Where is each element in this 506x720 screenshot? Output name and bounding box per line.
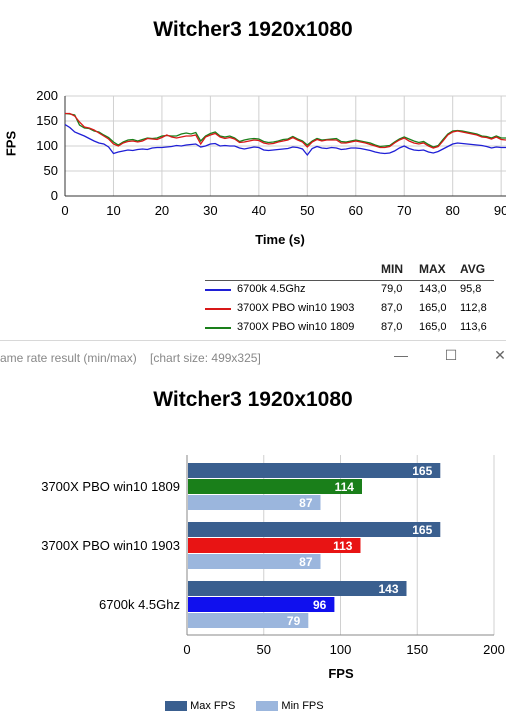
y-tick-label: 50 — [44, 163, 58, 178]
stats-row: 3700X PBO win10 1903 87,0 165,0 112,8 — [205, 300, 506, 319]
x-tick-label: 50 — [300, 203, 314, 218]
window-caption-text: ame rate result (min/max) — [0, 351, 137, 365]
window-titlebar: ame rate result (min/max) [chart size: 4… — [0, 340, 506, 373]
bar-avg-label: 113 — [333, 539, 353, 553]
bar-chart-xlabel: FPS — [328, 666, 354, 681]
series-line-1 — [65, 112, 506, 149]
bar-avg-label: 96 — [313, 598, 327, 612]
legend-line — [205, 308, 231, 310]
x-tick-label: 90 — [494, 203, 506, 218]
bar-avg — [188, 538, 361, 553]
stats-series-name: 3700X PBO win10 1809 — [237, 321, 355, 333]
bar-min — [188, 554, 321, 569]
x-tick-label: 80 — [445, 203, 459, 218]
legend-swatch-min — [256, 701, 279, 712]
bar-chart-title: Witcher3 1920x1080 — [153, 388, 353, 411]
x-tick-label: 50 — [257, 642, 271, 657]
x-tick-label: 30 — [203, 203, 217, 218]
line-chart-title: Witcher3 1920x1080 — [153, 18, 353, 41]
y-tick-label: 0 — [51, 188, 58, 203]
stats-series-name: 6700k 4.5Ghz — [237, 283, 306, 295]
series-line-2 — [64, 112, 506, 148]
x-tick-label: 0 — [183, 642, 190, 657]
stats-series-name: 3700X PBO win10 1903 — [237, 302, 355, 314]
stats-max: 165,0 — [419, 302, 447, 314]
y-tick-label: 100 — [36, 138, 58, 153]
stats-table: MIN MAX AVG 6700k 4.5Ghz 79,0 143,0 95,8 370… — [205, 262, 506, 338]
y-tick-label: 150 — [36, 113, 58, 128]
line-chart-ylabel: FPS — [3, 130, 19, 157]
stats-max: 143,0 — [419, 283, 447, 295]
bar-min — [188, 613, 309, 628]
x-tick-label: 200 — [483, 642, 505, 657]
x-tick-label: 40 — [252, 203, 266, 218]
stats-avg: 113,6 — [460, 321, 487, 333]
bar-min-label: 87 — [299, 555, 313, 569]
x-tick-label: 150 — [406, 642, 428, 657]
bar-min — [188, 495, 321, 510]
maximize-button[interactable]: ☐ — [444, 347, 458, 363]
x-tick-label: 70 — [397, 203, 411, 218]
stats-row: 6700k 4.5Ghz 79,0 143,0 95,8 — [205, 281, 506, 300]
stats-header-min: MIN — [381, 262, 403, 276]
bar-max-label: 165 — [412, 523, 432, 537]
line-chart: 0 50 100 150 200 0 10 20 30 40 50 60 70 80 90 — [36, 88, 506, 218]
bar-max — [188, 522, 441, 537]
bar-chart: 0 50 100 150 200 165 114 87 3700X PBO win10 1809… — [41, 455, 505, 657]
stats-avg: 112,8 — [460, 302, 487, 314]
stats-min: 87,0 — [381, 302, 403, 314]
minimize-button[interactable]: — — [394, 347, 408, 363]
category-label: 3700X PBO win10 1809 — [41, 479, 180, 494]
chart-size-label: [chart size: 499x325] — [150, 351, 261, 365]
close-button[interactable]: ✕ — [494, 347, 506, 363]
legend-line — [205, 327, 231, 329]
bar-max-label: 143 — [378, 582, 398, 596]
bar-min-label: 87 — [299, 496, 313, 510]
stats-min: 87,0 — [381, 321, 403, 333]
x-tick-label: 0 — [61, 203, 68, 218]
x-tick-label: 60 — [349, 203, 363, 218]
stats-max: 165,0 — [419, 321, 447, 333]
bar-chart-legend: Max FPS Min FPS — [165, 700, 385, 712]
stats-avg: 95,8 — [460, 283, 482, 295]
x-tick-label: 100 — [330, 642, 352, 657]
bar-avg-label: 114 — [335, 480, 355, 494]
bar-max — [188, 581, 407, 596]
x-tick-label: 20 — [155, 203, 169, 218]
stats-rows: 6700k 4.5Ghz 79,0 143,0 95,8 3700X PBO win10… — [205, 281, 506, 338]
bar-avg — [188, 479, 362, 494]
window-caption: ame rate result (min/max) [chart size: 4… — [0, 351, 271, 365]
x-tick-label: 10 — [106, 203, 120, 218]
y-tick-label: 200 — [36, 88, 58, 103]
legend-line — [205, 289, 231, 291]
stats-min: 79,0 — [381, 283, 403, 295]
bar-min-label: 79 — [287, 614, 301, 628]
category-label: 6700k 4.5Ghz — [99, 597, 180, 612]
legend-swatch-max — [165, 701, 187, 712]
category-label: 3700X PBO win10 1903 — [41, 538, 180, 553]
bar-avg — [188, 597, 335, 612]
bar-max — [188, 463, 441, 478]
bar-max-label: 165 — [412, 464, 432, 478]
legend-label-max: Max FPS — [190, 700, 236, 712]
legend-label-min: Min FPS — [281, 700, 324, 712]
stats-row: 3700X PBO win10 1809 87,0 165,0 113,6 — [205, 319, 506, 338]
stats-header-avg: AVG — [460, 262, 486, 276]
stats-header-max: MAX — [419, 262, 446, 276]
series-line-0 — [64, 123, 506, 157]
line-chart-xlabel: Time (s) — [255, 232, 305, 247]
